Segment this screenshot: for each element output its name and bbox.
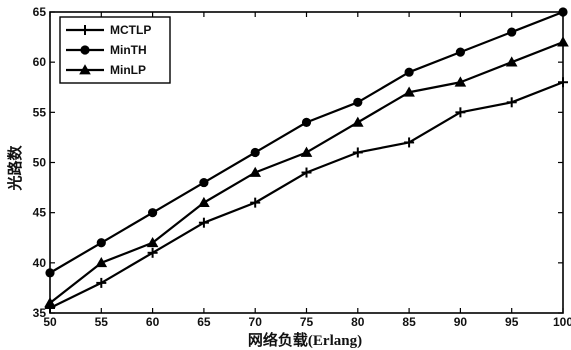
- legend-marker: [79, 64, 91, 75]
- data-point: [454, 76, 467, 87]
- data-point: [505, 56, 518, 67]
- legend-label: MinLP: [110, 63, 146, 77]
- legend-entry: MinTH: [66, 43, 147, 57]
- data-point: [301, 167, 312, 178]
- data-point: [352, 116, 364, 127]
- data-point: [45, 268, 55, 278]
- data-point: [198, 217, 209, 228]
- x-tick-label: 65: [197, 315, 211, 329]
- legend-entry: MinLP: [66, 63, 146, 77]
- x-tick-label: 100: [553, 315, 571, 329]
- x-tick-label: 75: [300, 315, 314, 329]
- data-point: [250, 147, 260, 158]
- data-point: [147, 247, 158, 258]
- data-point: [146, 236, 159, 248]
- legend-label: MinTH: [110, 43, 147, 57]
- data-point: [249, 166, 261, 177]
- legend-marker: [80, 25, 90, 35]
- data-point: [455, 107, 466, 118]
- y-tick-label: 60: [33, 55, 47, 69]
- y-axis-label: 光路数: [6, 145, 24, 192]
- x-tick-label: 60: [146, 315, 160, 329]
- data-point: [96, 238, 106, 248]
- legend-label: MCTLP: [110, 23, 151, 37]
- series-minlp: [44, 36, 569, 308]
- x-axis-label: 网络负载(Erlang): [248, 331, 362, 349]
- series-line: [49, 81, 564, 309]
- legend-marker: [80, 45, 90, 55]
- data-point: [96, 277, 107, 288]
- data-point: [506, 97, 517, 108]
- x-tick-label: 90: [454, 315, 468, 329]
- x-tick-label: 80: [351, 315, 365, 329]
- data-point: [404, 67, 414, 77]
- data-point: [557, 36, 569, 47]
- data-point: [403, 86, 415, 97]
- data-point: [148, 208, 158, 218]
- y-tick-label: 65: [33, 5, 47, 19]
- data-point: [44, 297, 56, 308]
- data-point: [95, 257, 108, 268]
- x-tick-label: 55: [95, 315, 109, 329]
- data-point: [404, 137, 415, 148]
- data-point: [250, 197, 261, 208]
- legend-entry: MCTLP: [66, 23, 151, 37]
- y-tick-label: 40: [33, 256, 47, 270]
- series-mctlp: [45, 77, 568, 313]
- y-tick-label: 50: [33, 156, 47, 170]
- x-tick-label: 70: [249, 315, 263, 329]
- data-point: [199, 177, 209, 188]
- data-point: [352, 147, 363, 158]
- legend: MCTLP MinTH MinLP: [59, 16, 171, 84]
- data-point: [558, 77, 568, 88]
- data-point: [301, 117, 312, 127]
- series-minth: [45, 7, 568, 278]
- data-point: [507, 27, 517, 37]
- data-point: [353, 97, 363, 107]
- x-tick-label: 95: [505, 315, 519, 329]
- y-tick-label: 55: [33, 105, 47, 119]
- y-tick-label: 45: [33, 206, 47, 220]
- x-tick-label: 85: [402, 315, 416, 329]
- data-point: [198, 196, 210, 207]
- y-tick-label: 35: [33, 306, 47, 320]
- axis-ticks: 50 55 60 65 70 75 80 85 90 95 100 35 40 45 50 55 60 65: [33, 5, 571, 329]
- data-point: [455, 47, 465, 57]
- data-point: [300, 146, 313, 157]
- x-tick-label: 50: [43, 315, 57, 329]
